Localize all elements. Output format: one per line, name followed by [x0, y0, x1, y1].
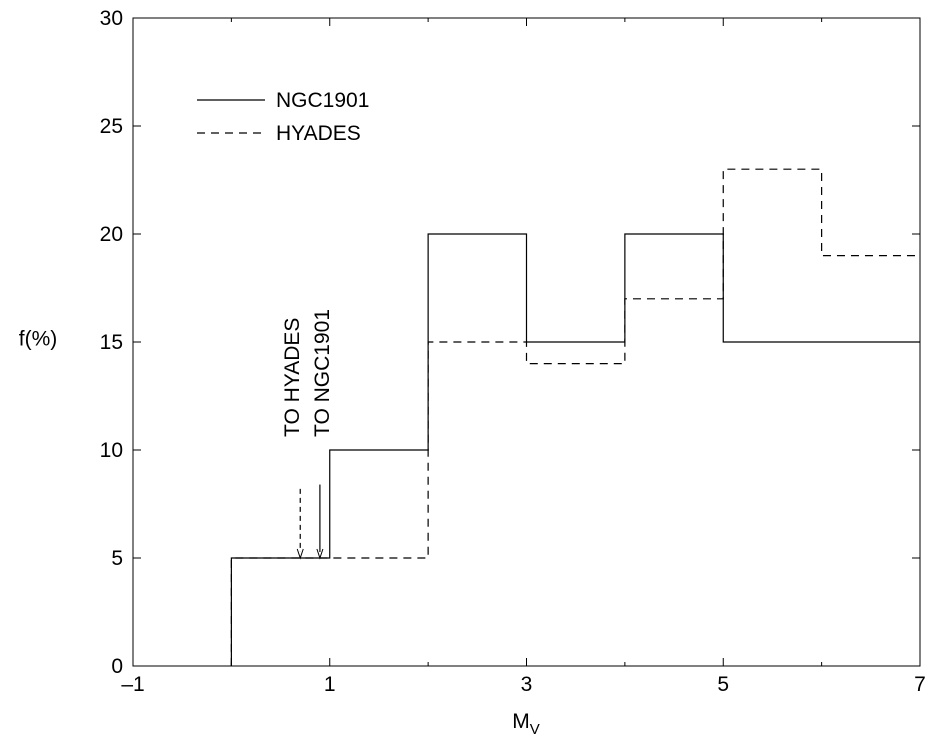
series-ngc1901-step-line	[230, 233, 920, 666]
x-tick-label: 3	[521, 673, 533, 696]
x-axis-label-subscript: V	[530, 721, 540, 738]
x-axis-label-main: M	[512, 710, 530, 733]
x-tick-label: 7	[914, 673, 926, 696]
x-tick-label: –1	[121, 673, 144, 696]
y-tick-label: 25	[100, 115, 123, 138]
annotation-layer: TO HYADES TO NGC1901	[281, 309, 334, 560]
y-tick-label: 10	[100, 439, 123, 462]
series-layer	[230, 168, 920, 666]
y-tick-label: 15	[100, 331, 123, 354]
legend-label-ngc1901: NGC1901	[276, 89, 369, 112]
y-tick-label: 5	[111, 547, 123, 570]
x-tick-label: 5	[717, 673, 729, 696]
series-hyades-step-line	[230, 168, 920, 666]
annotation-arrow-head	[296, 548, 304, 560]
y-tick-label: 30	[100, 7, 123, 30]
y-tick-label: 0	[111, 655, 123, 678]
y-axis-label: f(%)	[19, 328, 58, 351]
annotation-label: TO HYADES	[281, 318, 304, 437]
axis-ticks: –1 1 3 5 7 0 5 10 15 20 25 30	[100, 7, 926, 696]
legend: NGC1901 HYADES	[197, 89, 369, 145]
annotation-arrow-head	[316, 548, 324, 560]
x-tick-label: 1	[324, 673, 336, 696]
legend-label-hyades: HYADES	[276, 122, 361, 145]
annotation-label: TO NGC1901	[311, 309, 334, 437]
x-axis-label: MV	[512, 710, 540, 738]
y-tick-label: 20	[100, 223, 123, 246]
